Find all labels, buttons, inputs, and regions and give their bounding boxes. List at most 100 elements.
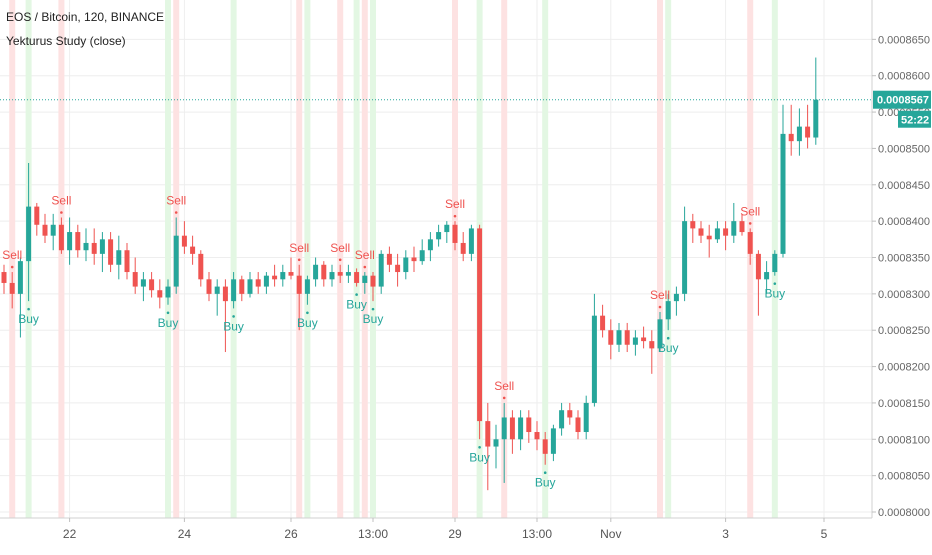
sell-band	[9, 0, 16, 518]
candle-body	[296, 275, 302, 294]
candle-body	[108, 239, 114, 265]
candle-body	[616, 330, 622, 345]
sell-marker	[748, 222, 752, 225]
candle-body	[460, 242, 466, 254]
candle-body	[509, 417, 515, 440]
sell-marker	[297, 258, 301, 262]
buy-label: Buy	[346, 298, 367, 312]
x-tick-label: Nov	[600, 527, 621, 541]
candle-body	[657, 319, 663, 349]
buy-label: Buy	[297, 316, 318, 330]
sell-band	[501, 0, 508, 518]
candle-body	[542, 439, 548, 454]
candle-body	[67, 232, 73, 251]
candle-body	[690, 221, 696, 229]
sell-label: Sell	[650, 288, 670, 302]
candle-body	[288, 272, 294, 276]
sell-label: Sell	[289, 241, 309, 255]
candle-body	[632, 337, 638, 345]
candle-body	[682, 221, 688, 294]
candle-body	[83, 242, 89, 251]
candle-body	[534, 432, 540, 440]
candle-body	[239, 279, 245, 294]
candle-body	[780, 133, 786, 254]
candle-body	[526, 417, 532, 433]
y-tick-label: 0.0008400	[878, 216, 930, 228]
y-tick-label: 0.0008150	[878, 398, 930, 410]
candle-body	[181, 235, 187, 247]
buy-marker	[371, 307, 375, 311]
candle-body	[75, 232, 81, 251]
candle-body	[641, 337, 647, 342]
candle-body	[116, 250, 122, 265]
candle-body	[624, 330, 630, 345]
candle-body	[673, 293, 679, 302]
sell-label: Sell	[740, 204, 760, 218]
sell-band	[58, 0, 65, 518]
sell-marker	[453, 214, 457, 218]
candle-body	[731, 221, 737, 236]
candle-body	[1, 272, 7, 283]
sell-marker	[174, 211, 178, 214]
candle-body	[231, 279, 237, 302]
buy-marker	[666, 336, 670, 340]
candle-body	[190, 246, 196, 254]
sell-label: Sell	[355, 248, 375, 262]
buy-marker	[166, 311, 170, 315]
candle-body	[140, 279, 146, 287]
last-price-label: 0.0008567	[877, 95, 929, 107]
sell-marker	[10, 265, 14, 269]
sell-band	[452, 0, 458, 518]
candle-body	[247, 279, 253, 294]
countdown-label: 52:22	[901, 115, 929, 127]
buy-band	[165, 0, 171, 518]
buy-marker	[478, 445, 481, 449]
candle-body	[280, 272, 286, 280]
candle-body	[436, 232, 442, 240]
buy-label: Buy	[764, 287, 785, 301]
candle-body	[468, 228, 474, 254]
candle-body	[272, 275, 278, 280]
candle-body	[411, 257, 417, 262]
candle-body	[600, 315, 606, 331]
buy-marker	[27, 307, 30, 311]
x-tick-label: 3	[722, 527, 729, 541]
candle-body	[42, 224, 48, 236]
candle-body	[788, 133, 794, 142]
candle-body	[329, 272, 335, 280]
candle-body	[58, 224, 64, 251]
candle-body	[198, 253, 204, 280]
buy-label: Buy	[223, 319, 244, 333]
candle-body	[485, 421, 491, 447]
y-tick-label: 0.0008600	[878, 71, 930, 83]
y-tick-label: 0.0008650	[878, 34, 930, 46]
candle-body	[255, 279, 261, 287]
sell-band	[657, 0, 663, 518]
candle-body	[427, 239, 433, 251]
candle-body	[452, 224, 458, 243]
candle-body	[354, 272, 360, 283]
x-tick-label: 13:00	[358, 527, 388, 541]
candle-body	[559, 410, 565, 429]
candle-body	[747, 232, 753, 254]
x-tick-label: 13:00	[522, 527, 552, 541]
candle-body	[714, 228, 720, 240]
buy-marker	[543, 471, 547, 475]
candle-body	[304, 279, 310, 294]
candle-body	[345, 272, 351, 276]
candle-body	[583, 402, 589, 433]
last-price-tag	[873, 90, 931, 109]
y-tick-label: 0.0008000	[878, 507, 930, 519]
buy-label: Buy	[158, 316, 179, 330]
countdown-tag	[898, 110, 931, 128]
candle-body	[550, 428, 556, 454]
sell-label: Sell	[494, 379, 514, 393]
candle-body	[34, 206, 40, 225]
candle-body	[805, 126, 811, 138]
sell-marker	[363, 265, 367, 269]
candle-body	[214, 286, 220, 294]
buy-label: Buy	[363, 312, 384, 326]
candle-body	[149, 279, 155, 291]
